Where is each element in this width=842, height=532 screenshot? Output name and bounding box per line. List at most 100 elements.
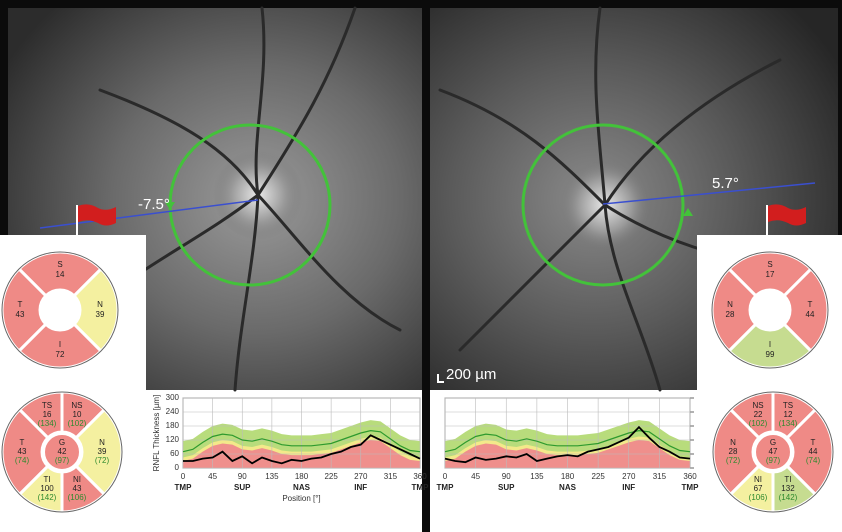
- quadrant-value: 44: [806, 310, 815, 319]
- sector-value: 12: [784, 410, 793, 419]
- sector-normal: (74): [806, 456, 821, 465]
- sector-normal: (72): [95, 456, 110, 465]
- sector-value: 43: [73, 484, 82, 493]
- x-region-label: NAS: [293, 483, 311, 492]
- y-tick-label: 60: [170, 449, 179, 458]
- sector-value: 39: [98, 447, 107, 456]
- sector-label: NI: [73, 475, 81, 484]
- x-tick-label: 45: [471, 472, 480, 481]
- x-tick-label: 225: [591, 472, 605, 481]
- sector-label: G: [770, 438, 776, 447]
- quadrant-label: T: [808, 300, 813, 309]
- scale-bar: 200 µm: [446, 366, 496, 383]
- x-region-label: TMP: [437, 483, 455, 492]
- sector-value: 132: [781, 484, 795, 493]
- vessels: [58, 6, 802, 392]
- sector-normal: (72): [726, 456, 741, 465]
- sector-label: TS: [783, 401, 793, 410]
- quadrant-value: 17: [766, 270, 775, 279]
- sector-value: 16: [43, 410, 52, 419]
- quadrant-value: 39: [96, 310, 105, 319]
- x-region-label: INF: [354, 483, 367, 492]
- flag: [768, 204, 806, 226]
- x-tick-label: 45: [208, 472, 217, 481]
- sector-normal: (102): [749, 419, 768, 428]
- x-region-label: INF: [622, 483, 635, 492]
- x-tick-label: 315: [384, 472, 398, 481]
- sector-label: TI: [784, 475, 791, 484]
- sector: [43, 433, 81, 471]
- y-tick-label: 180: [166, 421, 180, 430]
- x-tick-label: 135: [265, 472, 279, 481]
- sector-value: 43: [18, 447, 27, 456]
- y-tick-label: 0: [175, 463, 180, 472]
- x-region-label: SUP: [234, 483, 251, 492]
- y-tick-label: 240: [166, 407, 180, 416]
- sector-label: T: [811, 438, 816, 447]
- quadrant-value: 72: [56, 350, 65, 359]
- sector-normal: (102): [68, 419, 87, 428]
- scan-direction: [165, 202, 175, 210]
- quadrant-label: T: [18, 300, 23, 309]
- sector-normal: (134): [38, 419, 57, 428]
- x-tick-label: 360: [413, 472, 427, 481]
- quadrant-label: S: [767, 260, 772, 269]
- sector-label: TI: [43, 475, 50, 484]
- sector-value: 28: [729, 447, 738, 456]
- sector-normal: (106): [68, 493, 87, 502]
- sector-ring: [712, 391, 834, 513]
- scan-circle: [521, 123, 685, 287]
- thickness-line: [182, 430, 421, 453]
- x-tick-label: 90: [238, 472, 247, 481]
- thickness-line: [183, 434, 421, 465]
- quadrant-label: S: [57, 260, 62, 269]
- sector-value: 100: [40, 484, 54, 493]
- x-axis-title: Position [°]: [282, 494, 320, 503]
- quadrant-value: 14: [56, 270, 65, 279]
- sector-normal: (97): [55, 456, 70, 465]
- y-tick-label: 120: [166, 435, 180, 444]
- quadrant-ring: [1, 251, 119, 369]
- angle-label: -7.5°: [138, 196, 170, 213]
- x-tick-label: 180: [295, 472, 309, 481]
- x-tick-label: 180: [561, 472, 575, 481]
- sector-value: 10: [73, 410, 82, 419]
- sector-normal: (106): [749, 493, 768, 502]
- sector-value: 67: [754, 484, 763, 493]
- sector-normal: (134): [779, 419, 798, 428]
- x-region-label: TMP: [412, 483, 430, 492]
- sector-label: NI: [754, 475, 762, 484]
- thickness-line: [444, 425, 691, 464]
- x-tick-label: 90: [502, 472, 511, 481]
- x-tick-label: 225: [324, 472, 338, 481]
- x-tick-label: 0: [181, 472, 186, 481]
- quadrant-label: N: [727, 300, 733, 309]
- sector-value: 44: [809, 447, 818, 456]
- quadrant-value: 28: [726, 310, 735, 319]
- quadrant-value: 99: [766, 350, 775, 359]
- x-tick-label: 315: [653, 472, 667, 481]
- x-region-label: NAS: [559, 483, 577, 492]
- sector-label: NS: [71, 401, 82, 410]
- sector-value: 42: [58, 447, 67, 456]
- x-tick-label: 270: [622, 472, 636, 481]
- thickness-line: [444, 430, 691, 453]
- x-tick-label: 135: [530, 472, 544, 481]
- sector-ring: [1, 391, 123, 513]
- x-tick-label: 360: [683, 472, 697, 481]
- x-tick-label: 0: [443, 472, 448, 481]
- sector-label: T: [20, 438, 25, 447]
- y-axis-title: RNFL Thickness [µm]: [152, 395, 161, 472]
- sector-label: TS: [42, 401, 52, 410]
- quadrant-label: N: [97, 300, 103, 309]
- quadrant-ring: [711, 251, 829, 369]
- x-tick-label: 270: [354, 472, 368, 481]
- sector-label: N: [730, 438, 736, 447]
- sector-label: NS: [752, 401, 763, 410]
- scale-mark: [437, 374, 444, 383]
- scan-direction: [683, 208, 693, 216]
- sector-normal: (74): [15, 456, 30, 465]
- flag: [78, 204, 116, 226]
- sector-value: 47: [769, 447, 778, 456]
